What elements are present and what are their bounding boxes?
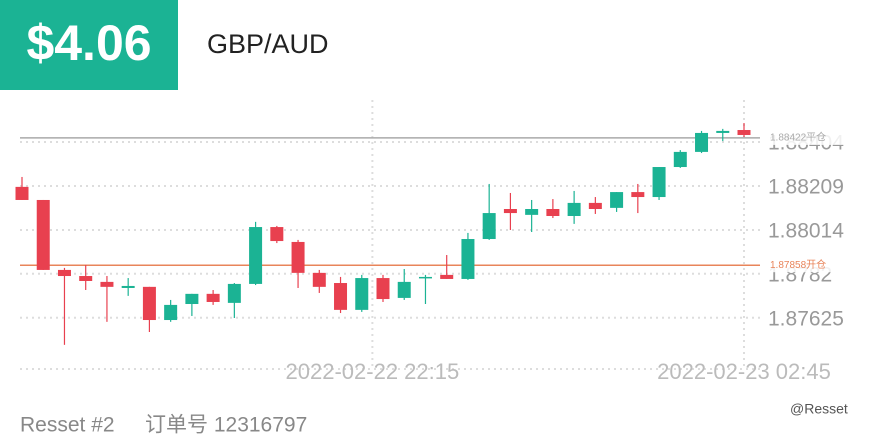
pair: GBP/AUD bbox=[207, 29, 329, 59]
reference-label-bg bbox=[768, 258, 858, 273]
candle-body bbox=[291, 241, 305, 273]
candle-body bbox=[164, 304, 178, 321]
price: $4.06 bbox=[26, 15, 151, 71]
candle-body bbox=[270, 227, 284, 242]
plot: 1.884041.882091.880141.87821.876252022-0… bbox=[15, 100, 858, 384]
candle-body bbox=[397, 281, 411, 298]
candle-body bbox=[121, 285, 135, 288]
candle-body bbox=[376, 278, 390, 300]
candle-body bbox=[418, 276, 432, 279]
account: Resset #2 bbox=[20, 414, 115, 437]
candle-body bbox=[482, 213, 496, 240]
candle-body bbox=[546, 208, 560, 216]
candle-body bbox=[440, 274, 454, 279]
candle-body bbox=[312, 272, 326, 287]
candle-body bbox=[525, 208, 539, 215]
reference-label: 1.87858开仓 bbox=[770, 258, 826, 271]
candle-body bbox=[100, 281, 114, 287]
candle-body bbox=[355, 278, 369, 310]
candle-body bbox=[206, 293, 220, 302]
candle-body bbox=[737, 130, 751, 135]
candle-body bbox=[716, 130, 730, 133]
candle-body bbox=[610, 192, 624, 208]
candle-body bbox=[588, 202, 602, 209]
candle-body bbox=[461, 239, 475, 279]
candle-body bbox=[185, 293, 199, 305]
reference-label-bg bbox=[768, 130, 858, 145]
x-tick-label: 2022-02-23 02:45 bbox=[657, 359, 831, 384]
candle-body bbox=[79, 276, 93, 281]
candle-body bbox=[631, 192, 645, 198]
y-tick-label: 1.88209 bbox=[768, 176, 844, 199]
candle-body bbox=[695, 132, 709, 152]
candle-body bbox=[567, 202, 581, 216]
y-tick-label: 1.88014 bbox=[768, 220, 844, 243]
candle-body bbox=[249, 227, 263, 284]
x-tick-label: 2022-02-22 22:15 bbox=[286, 359, 460, 384]
order-number: 订单号 12316797 bbox=[145, 414, 307, 437]
watermark: @Resset bbox=[790, 401, 848, 417]
candle-body bbox=[673, 151, 687, 168]
candle-body bbox=[334, 283, 348, 310]
candle-body bbox=[36, 199, 50, 270]
candle-body bbox=[142, 286, 156, 321]
candle-body bbox=[57, 269, 71, 277]
reference-label: 1.88422平仓 bbox=[770, 131, 826, 144]
y-tick-label: 1.87625 bbox=[768, 307, 844, 330]
price-badge bbox=[0, 0, 178, 90]
candle-body bbox=[652, 167, 666, 198]
candle-body bbox=[503, 208, 517, 214]
candle-body bbox=[227, 283, 241, 303]
candle-body bbox=[15, 186, 29, 200]
